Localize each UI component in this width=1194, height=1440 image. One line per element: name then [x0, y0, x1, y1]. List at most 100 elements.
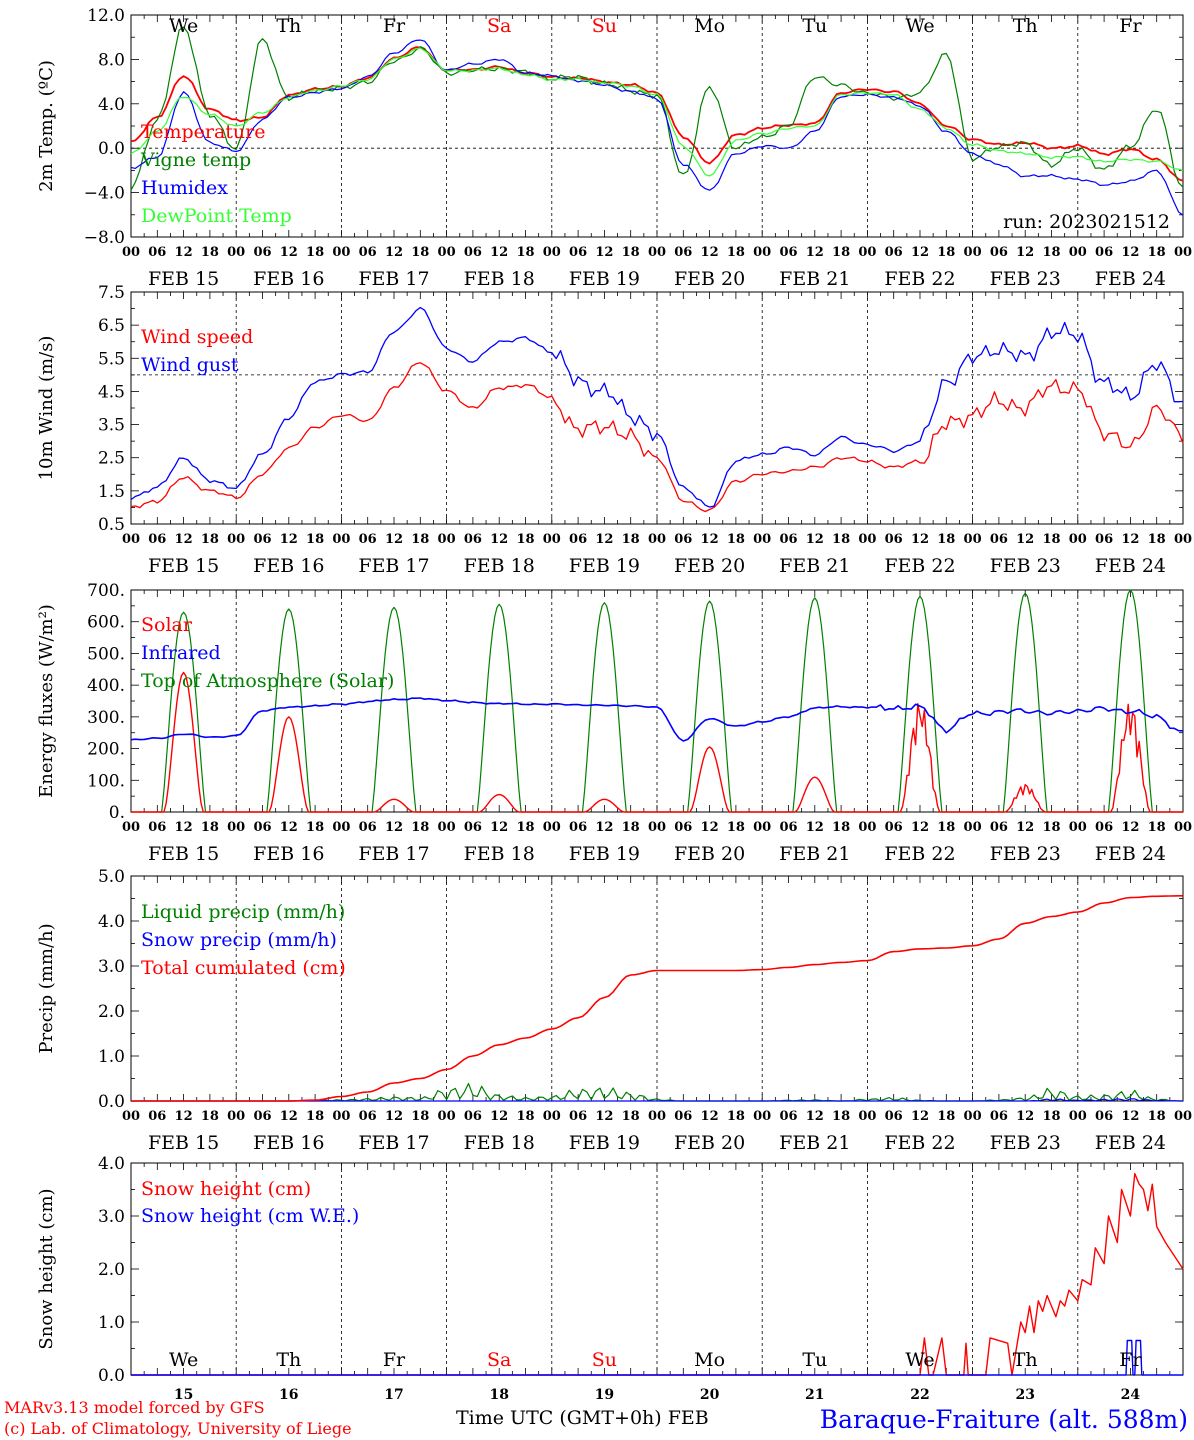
y-axis-label: Precip (mm/h)	[36, 923, 57, 1053]
station-title: Baraque-Fraiture (alt. 588m)	[820, 1405, 1188, 1434]
hour-label: 06	[148, 245, 166, 260]
hour-label: 00	[438, 820, 456, 835]
date-label: FEB 16	[253, 843, 324, 865]
hour-label: 00	[122, 820, 140, 835]
day-number: 23	[1015, 1387, 1034, 1403]
hour-label: 00	[964, 1109, 982, 1124]
hour-label: 12	[490, 245, 508, 260]
y-tick-label: 5.0	[98, 867, 125, 887]
hour-label: 18	[516, 1109, 534, 1124]
hour-label: 06	[779, 820, 797, 835]
y-tick-label: 4.0	[98, 1154, 125, 1174]
date-label: FEB 17	[358, 268, 429, 290]
lab-credit: (c) Lab. of Climatology, University of L…	[4, 1419, 352, 1438]
date-label: FEB 21	[779, 268, 850, 290]
hour-label: 06	[674, 820, 692, 835]
hour-label: 06	[990, 820, 1008, 835]
weekday-label: Fr	[383, 1349, 406, 1371]
weekday-label: Tu	[802, 15, 827, 37]
date-label: FEB 21	[779, 555, 850, 577]
hour-label: 18	[622, 245, 640, 260]
hour-label: 00	[753, 820, 771, 835]
series-line-wind-gust	[130, 306, 1184, 508]
date-label: FEB 16	[253, 555, 324, 577]
hour-label: 06	[464, 1109, 482, 1124]
y-tick-label: 5.5	[98, 349, 125, 369]
hour-label: 06	[1095, 532, 1113, 547]
hour-label: 06	[569, 820, 587, 835]
legend-entry: Snow height (cm)	[141, 1178, 311, 1200]
y-tick-label: 0.0	[98, 1092, 125, 1112]
hour-label: 12	[595, 245, 613, 260]
hour-label: 18	[306, 1109, 324, 1124]
hour-label: 18	[1148, 245, 1166, 260]
y-tick-label: 600.	[87, 613, 125, 633]
hour-label: 06	[148, 820, 166, 835]
date-label: FEB 21	[779, 843, 850, 865]
hour-label: 06	[990, 245, 1008, 260]
y-tick-label: 0.0	[98, 1366, 125, 1386]
y-tick-label: 1.0	[98, 1313, 125, 1333]
hour-label: 06	[148, 532, 166, 547]
hour-label: 06	[253, 820, 271, 835]
hour-label: 00	[858, 1109, 876, 1124]
hour-label: 12	[490, 1109, 508, 1124]
legend-entry: Temperature	[141, 121, 265, 143]
series-line-solar	[131, 671, 1183, 813]
hour-label: 18	[306, 532, 324, 547]
y-tick-label: 400.	[87, 676, 125, 696]
y-tick-label: 12.0	[87, 6, 125, 26]
date-label: FEB 20	[674, 555, 745, 577]
y-tick-label: 8.0	[98, 50, 125, 70]
series-line-total-cumulated-cm-	[131, 894, 1183, 1102]
hour-label: 06	[569, 532, 587, 547]
y-axis-label: Snow height (cm)	[36, 1188, 57, 1349]
y-tick-label: −8.0	[84, 228, 125, 248]
hour-label: 00	[543, 1109, 561, 1124]
hour-label: 12	[280, 245, 298, 260]
hour-label: 06	[359, 245, 377, 260]
hour-label: 06	[779, 532, 797, 547]
hour-label: 06	[253, 245, 271, 260]
hour-label: 06	[253, 1109, 271, 1124]
y-tick-label: 0.0	[98, 139, 125, 159]
hour-label: 12	[490, 820, 508, 835]
hour-label: 06	[990, 1109, 1008, 1124]
weekday-label: Sa	[487, 15, 511, 37]
hour-label: 18	[516, 820, 534, 835]
date-label: FEB 23	[990, 1132, 1061, 1154]
hour-label: 06	[464, 245, 482, 260]
y-tick-label: 1.0	[98, 1047, 125, 1067]
hour-label: 00	[1174, 245, 1192, 260]
hour-label: 18	[727, 820, 745, 835]
hour-label: 00	[227, 532, 245, 547]
hour-label: 12	[701, 245, 719, 260]
hour-label: 12	[911, 245, 929, 260]
hour-label: 06	[569, 1109, 587, 1124]
weekday-label: Su	[592, 15, 617, 37]
legend-entry: Top of Atmosphere (Solar)	[141, 670, 394, 692]
date-label: FEB 15	[148, 843, 219, 865]
hour-label: 12	[701, 1109, 719, 1124]
hour-label: 00	[648, 245, 666, 260]
day-number: 24	[1121, 1387, 1141, 1403]
panel-5: 4.0 3.0 2.0 1.0 0.0 Snow height (cm) Snow heig…	[36, 1154, 1184, 1403]
hour-label: 00	[438, 1109, 456, 1124]
series-line-wind-speed	[130, 362, 1184, 513]
weekday-label: Mo	[694, 1349, 725, 1371]
hour-label: 00	[1069, 245, 1087, 260]
weekday-label: Su	[592, 1349, 617, 1371]
day-number: 15	[174, 1387, 193, 1403]
weekday-label: Fr	[383, 15, 406, 37]
hour-label: 06	[779, 245, 797, 260]
hour-label: 00	[964, 820, 982, 835]
hour-label: 12	[1121, 532, 1139, 547]
date-label: FEB 19	[569, 843, 640, 865]
hour-label: 18	[1042, 532, 1060, 547]
hour-label: 12	[701, 532, 719, 547]
hour-label: 18	[516, 532, 534, 547]
hour-label: 18	[306, 820, 324, 835]
weekday-label: Fr	[1119, 1349, 1142, 1371]
legend-entry: DewPoint Temp	[141, 205, 292, 227]
hour-label: 12	[911, 1109, 929, 1124]
